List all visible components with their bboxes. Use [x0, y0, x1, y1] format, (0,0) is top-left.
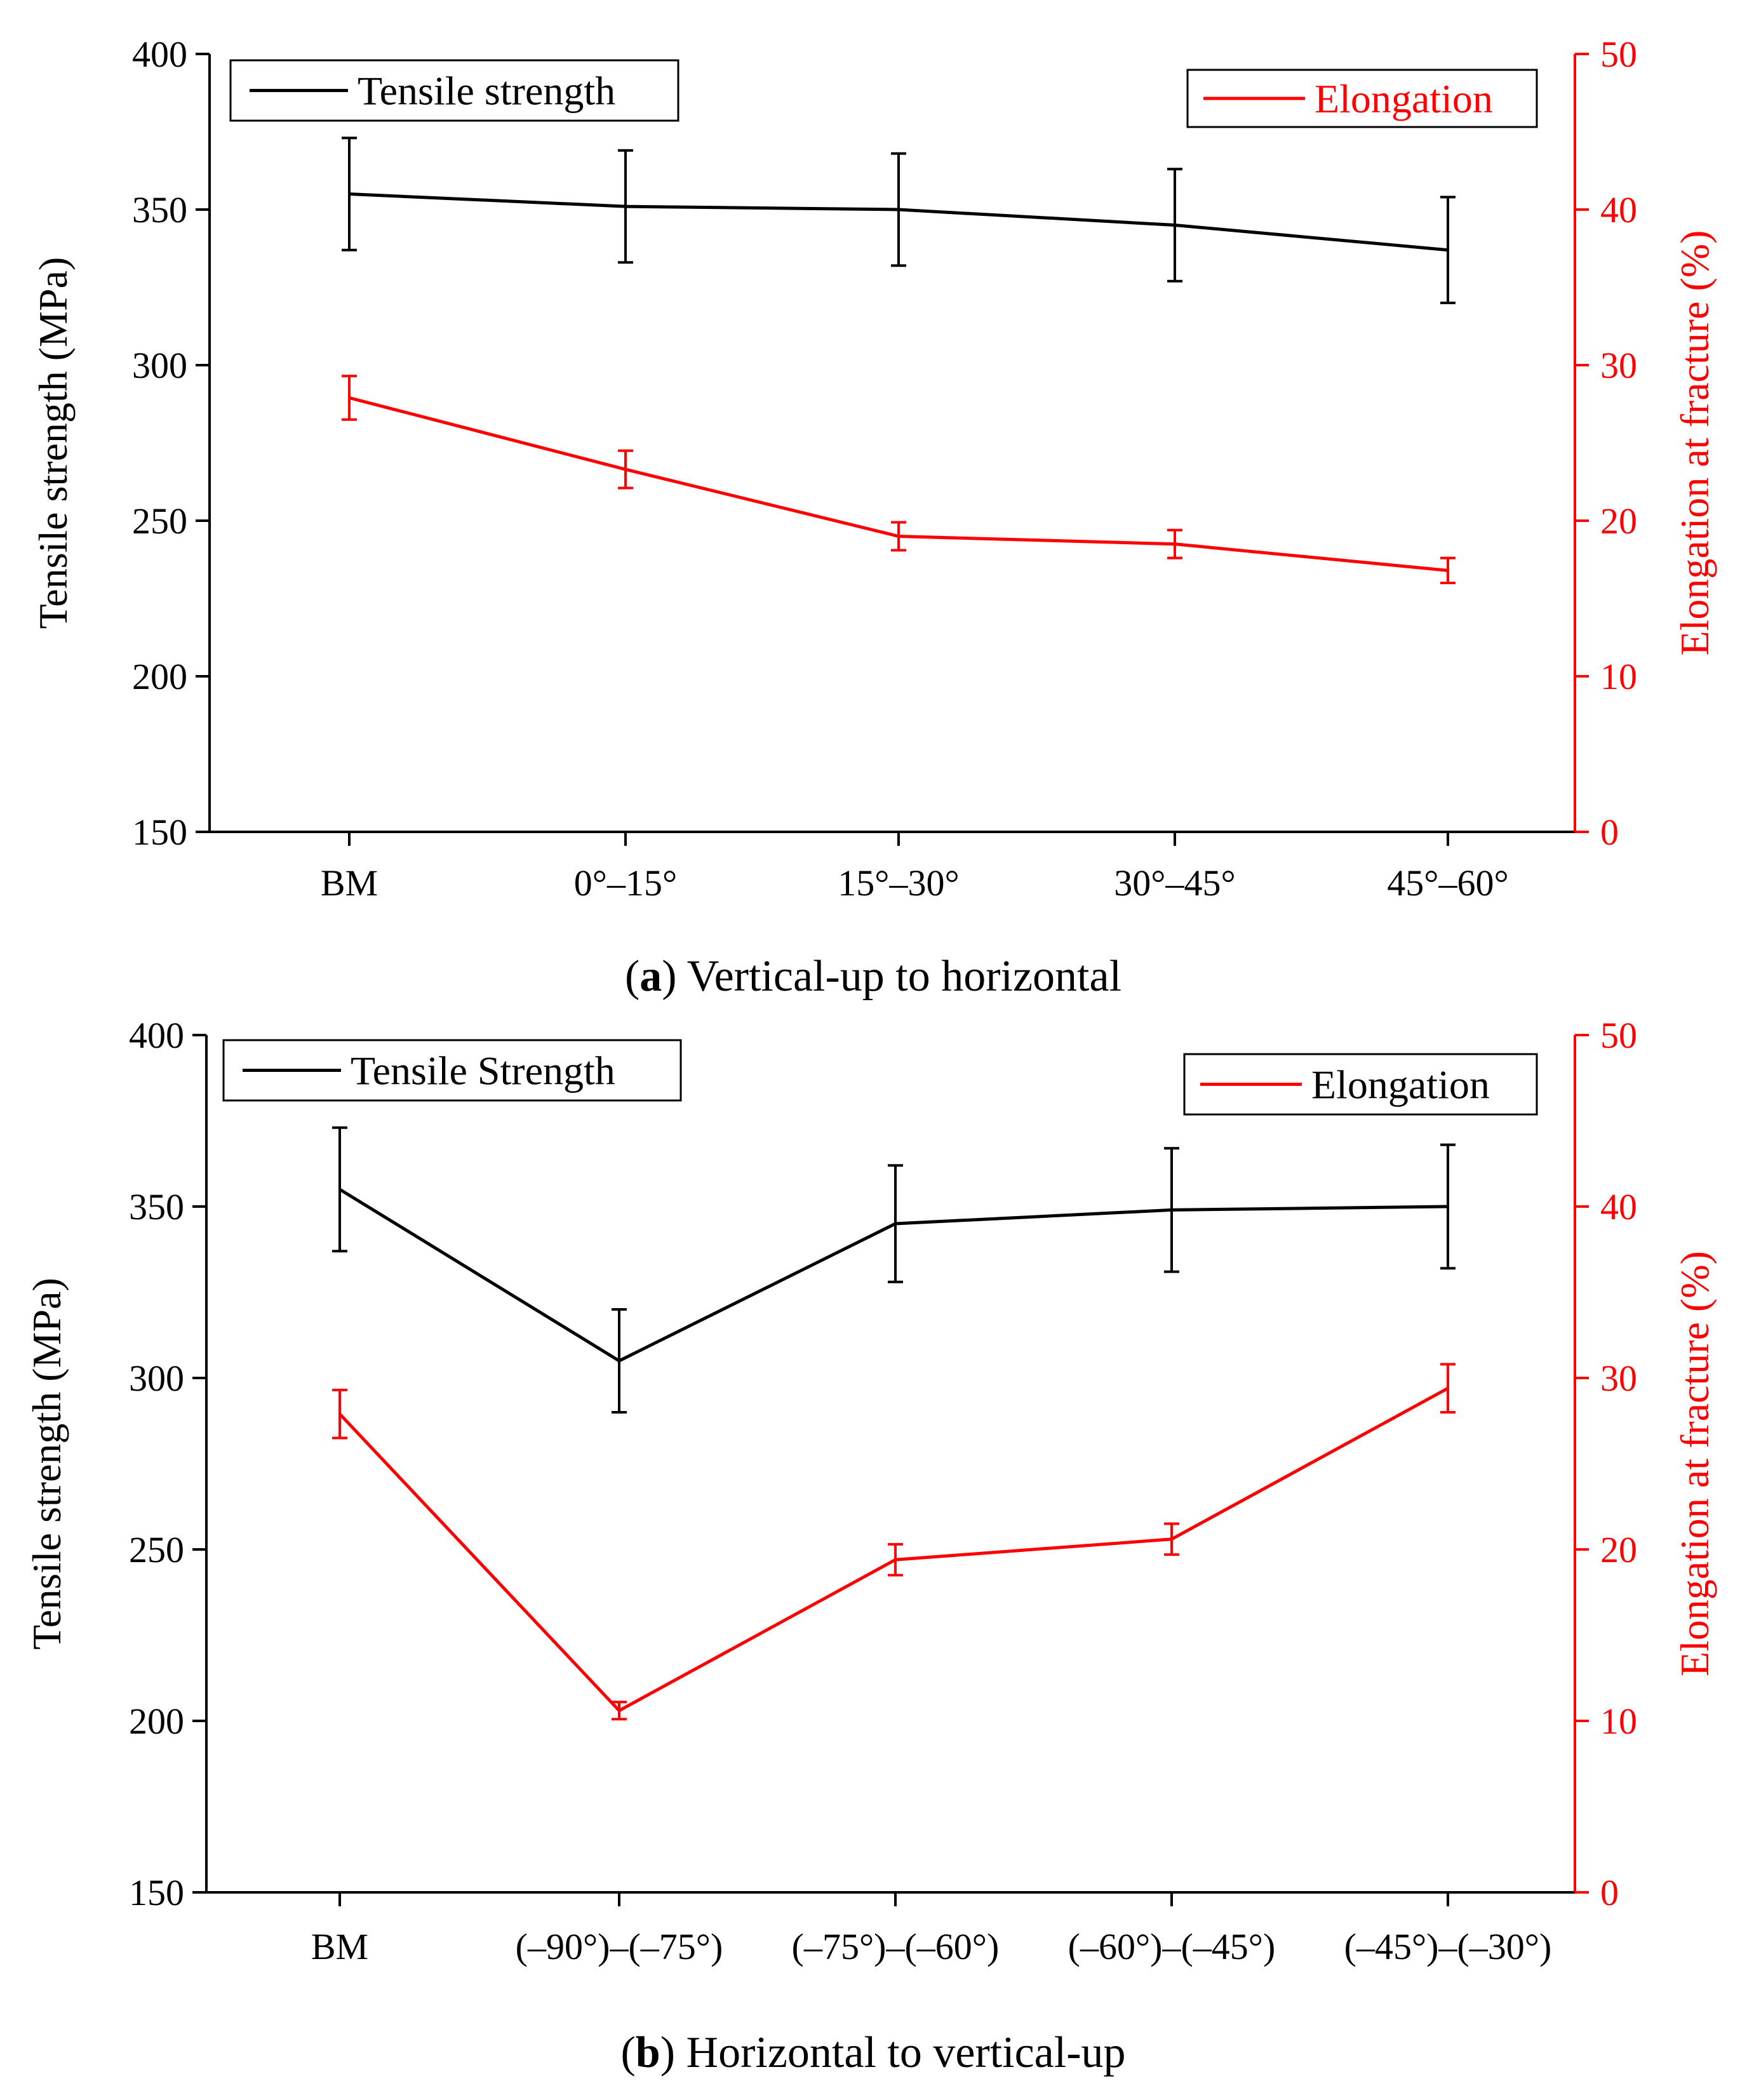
chart-b-y2-tick-label: 40 [1600, 1186, 1637, 1227]
chart-a-y-tick-label: 200 [132, 656, 187, 697]
chart-a-y2-tick-label: 0 [1600, 812, 1619, 853]
chart-a-legend-left-label: Tensile strength [358, 69, 615, 114]
chart-b-x-tick-label: BM [311, 1926, 368, 1967]
chart-b-caption: (b) Horizontal to vertical-up [620, 2028, 1125, 2077]
chart-b-y-tick-label: 250 [129, 1529, 184, 1570]
chart-a-x-tick-label: 45°–60° [1387, 862, 1508, 904]
chart-a-y-tick-label: 400 [132, 34, 187, 75]
chart-b-y-tick-label: 400 [129, 1015, 184, 1056]
chart-a-y-axis-title: Tensile strength (MPa) [30, 257, 76, 629]
chart-b-y2-tick-label: 30 [1600, 1358, 1637, 1399]
chart-b-y-tick-label: 350 [129, 1186, 184, 1227]
chart-a-y2-axis-title: Elongation at fracture (%) [1672, 231, 1717, 656]
chart-a-y2-tick-label: 50 [1600, 34, 1637, 75]
chart-b-y-tick-label: 200 [129, 1701, 184, 1742]
chart-a-x-tick-label: BM [321, 862, 378, 904]
chart-b-y-tick-label: 300 [129, 1358, 184, 1399]
chart-b-x-tick-label: (–45°)–(–30°) [1344, 1926, 1552, 1967]
chart-b-y2-tick-label: 0 [1600, 1872, 1619, 1913]
chart-b-elongation-line [338, 1387, 1449, 1713]
chart-a-y-tick-label: 250 [132, 500, 187, 542]
chart-a-legend-right-label: Elongation [1315, 76, 1493, 121]
chart-b-legend-right-label: Elongation [1311, 1062, 1490, 1107]
chart-b-x-tick-label: (–90°)–(–75°) [516, 1926, 723, 1967]
chart-b-y2-tick-label: 50 [1600, 1015, 1637, 1056]
chart-a-y-tick-label: 150 [132, 812, 187, 853]
chart-b-y2-axis-title: Elongation at fracture (%) [1672, 1251, 1717, 1676]
chart-a-y2-tick-label: 20 [1600, 500, 1637, 542]
chart-a-y-tick-label: 350 [132, 189, 187, 231]
chart-a-y2-tick-label: 40 [1600, 189, 1637, 231]
chart-b-y2-tick-label: 10 [1600, 1701, 1637, 1742]
chart-b-tensile-line [338, 1187, 1449, 1363]
chart-a-y-tick-label: 300 [132, 345, 187, 386]
chart-b-x-tick-label: (–60°)–(–45°) [1068, 1926, 1276, 1967]
chart-a-caption: (a) Vertical-up to horizontal [625, 952, 1121, 1001]
chart-b-y2-tick-label: 20 [1600, 1529, 1637, 1570]
chart-a-x-tick-label: 30°–45° [1114, 862, 1235, 904]
chart-a-x-tick-label: 15°–30° [838, 862, 959, 904]
chart-b-x-tick-label: (–75°)–(–60°) [792, 1926, 1000, 1967]
chart-a-x-tick-label: 0°–15° [574, 862, 677, 904]
chart-a-y2-tick-label: 10 [1600, 656, 1637, 697]
chart-b-legend-left-label: Tensile Strength [351, 1048, 615, 1093]
chart-a-y2-tick-label: 30 [1600, 345, 1637, 386]
chart-b-y-tick-label: 150 [129, 1872, 184, 1913]
chart-b-y-axis-title: Tensile strength (MPa) [24, 1278, 69, 1650]
